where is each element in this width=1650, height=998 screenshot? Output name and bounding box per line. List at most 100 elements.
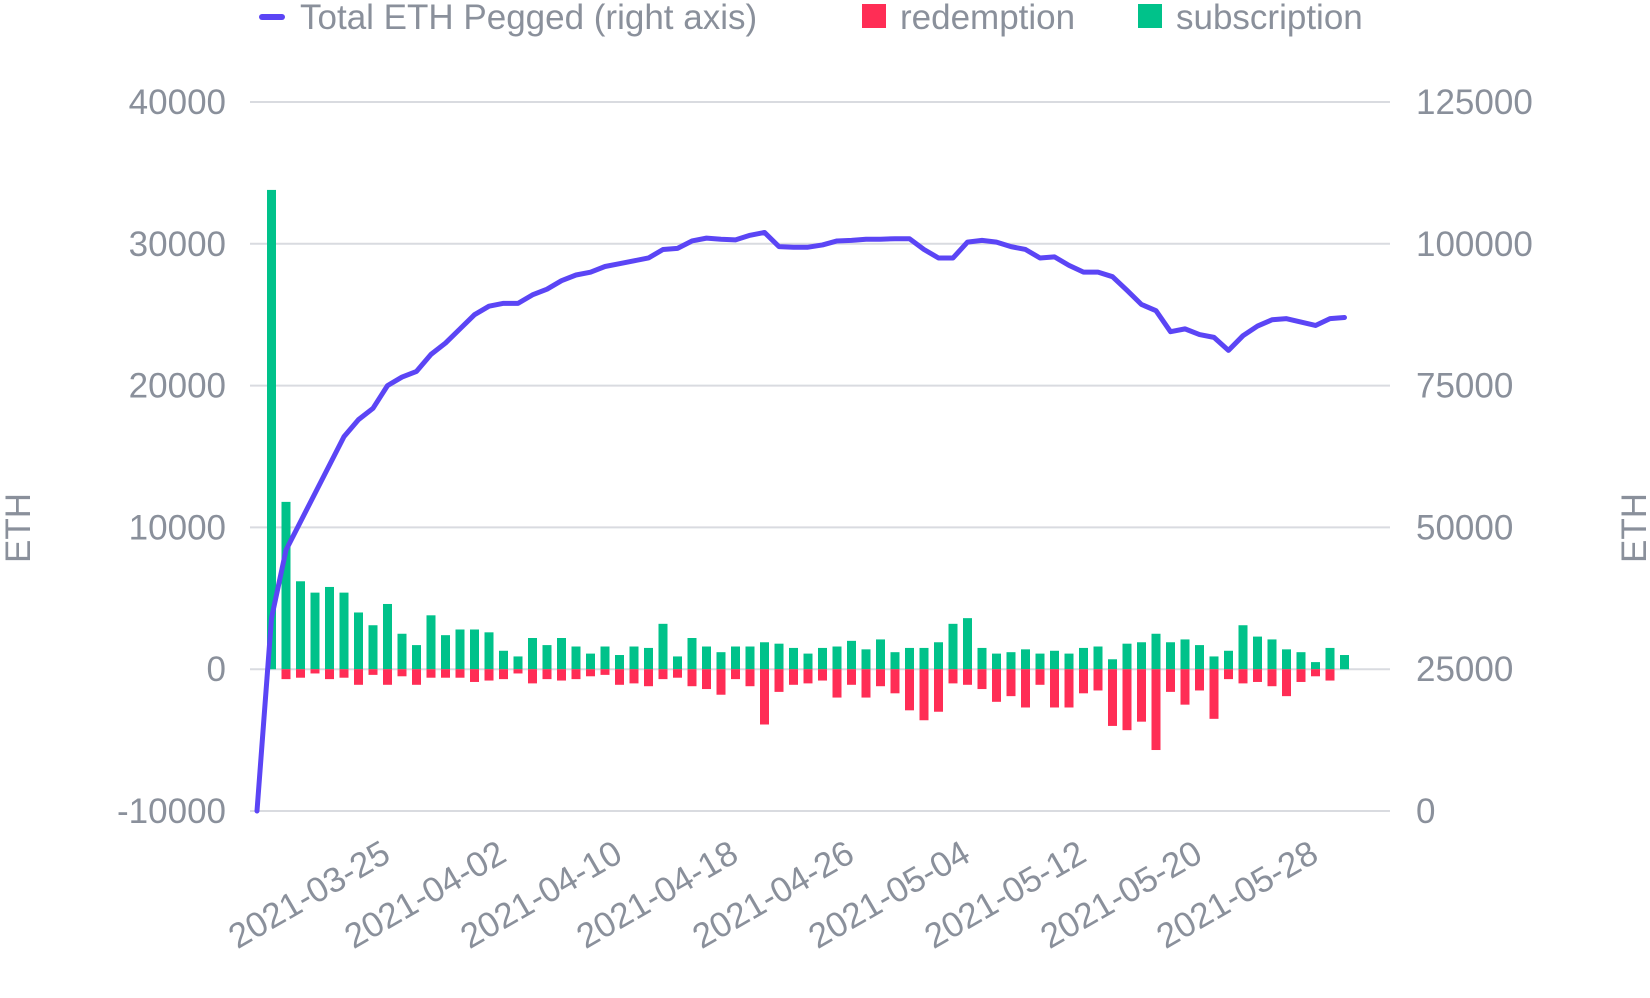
- subscription-bar: [1325, 647, 1335, 670]
- redemption-bar: [1282, 669, 1291, 697]
- subscription-bar: [948, 623, 958, 670]
- redemption-bar: [1006, 669, 1016, 697]
- redemption-bar: [397, 669, 407, 677]
- subscription-bar: [470, 629, 479, 670]
- subscription-bar: [644, 647, 653, 670]
- redemption-bar: [586, 669, 595, 677]
- redemption-bar: [977, 669, 987, 690]
- redemption-bar: [1209, 669, 1219, 719]
- redemption-bar: [1296, 669, 1306, 682]
- subscription-bar: [658, 623, 668, 670]
- redemption-bar: [1325, 669, 1335, 681]
- subscription-bar: [1050, 650, 1059, 670]
- right-tick-label: 25000: [1416, 650, 1513, 689]
- subscription-bar: [426, 615, 436, 670]
- left-tick-label: 0: [207, 650, 226, 689]
- redemption-bar: [383, 669, 392, 685]
- redemption-bar: [600, 669, 610, 675]
- redemption-bar: [702, 669, 711, 690]
- subscription-bar: [847, 640, 856, 670]
- redemption-bar: [557, 669, 566, 681]
- subscription-bar: [1108, 659, 1117, 670]
- subscription-bar: [1006, 652, 1016, 670]
- subscription-bar: [1340, 655, 1349, 670]
- redemption-bar: [731, 669, 740, 680]
- legend-swatch-redemption: [862, 4, 886, 28]
- subscription-bar: [832, 646, 842, 670]
- subscription-bar: [441, 635, 450, 670]
- subscription-bar: [1035, 653, 1045, 670]
- redemption-bar: [1238, 669, 1248, 684]
- subscription-bar: [296, 581, 305, 670]
- redemption-bar: [890, 669, 900, 694]
- right-tick-label: 0: [1416, 792, 1435, 831]
- redemption-bar: [499, 669, 508, 680]
- subscription-bar: [1253, 636, 1262, 670]
- subscription-bar: [325, 586, 334, 670]
- subscription-bar: [586, 653, 595, 670]
- redemption-bar: [644, 669, 653, 687]
- subscription-bar: [1311, 662, 1320, 670]
- redemption-bar: [513, 669, 523, 674]
- subscription-bar: [803, 653, 813, 670]
- redemption-bar: [803, 669, 813, 684]
- subscription-bar: [1180, 639, 1190, 670]
- subscription-bar: [528, 638, 537, 670]
- subscription-bar: [629, 646, 639, 670]
- left-axis-title: ETH: [0, 493, 38, 563]
- left-tick-label: -10000: [117, 792, 226, 831]
- legend-swatch-subscription: [1138, 4, 1162, 28]
- subscription-bar: [687, 638, 697, 670]
- subscription-bar: [818, 647, 827, 670]
- redemption-bar: [1151, 669, 1161, 751]
- left-tick-label: 30000: [129, 225, 226, 264]
- subscription-bars: [267, 189, 1349, 670]
- subscription-bar: [702, 646, 711, 670]
- redemption-bar: [687, 669, 697, 687]
- redemption-bar: [905, 669, 914, 711]
- redemption-bar: [354, 669, 363, 685]
- subscription-bar: [368, 625, 378, 670]
- redemption-bar: [1224, 669, 1233, 680]
- redemption-bar: [745, 669, 755, 687]
- subscription-bar: [615, 655, 624, 670]
- redemption-bar: [1180, 669, 1190, 705]
- legend-label-subscription: subscription: [1176, 0, 1363, 37]
- total-eth-pegged-line: [254, 229, 1347, 814]
- redemption-bar: [934, 669, 943, 712]
- redemption-bars: [281, 669, 1335, 751]
- right-axis-title: ETH: [1615, 493, 1650, 563]
- subscription-bar: [876, 639, 885, 670]
- legend-label-redemption: redemption: [900, 0, 1075, 37]
- subscription-bar: [1064, 653, 1074, 670]
- redemption-bar: [615, 669, 624, 685]
- redemption-bar: [774, 669, 784, 692]
- redemption-bar: [818, 669, 827, 681]
- redemption-bar: [1064, 669, 1074, 708]
- subscription-bar: [557, 638, 566, 670]
- redemption-bar: [455, 669, 465, 678]
- right-tick-label: 125000: [1416, 83, 1533, 122]
- redemption-bar: [571, 669, 581, 680]
- redemption-bar: [658, 669, 668, 680]
- subscription-bar: [963, 618, 972, 670]
- subscription-bar: [499, 650, 508, 670]
- redemption-bar: [948, 669, 958, 684]
- redemption-bar: [470, 669, 479, 682]
- subscription-bar: [1224, 650, 1233, 670]
- subscription-bar: [571, 646, 581, 670]
- subscription-bar: [310, 592, 320, 670]
- right-tick-label: 50000: [1416, 508, 1513, 547]
- redemption-bar: [339, 669, 349, 678]
- subscription-bar: [455, 629, 465, 670]
- redemption-bar: [542, 669, 552, 680]
- right-axis-ticks: 125000 100000 75000 50000 25000 0: [1416, 83, 1533, 831]
- redemption-bar: [963, 669, 972, 685]
- subscription-bar: [1079, 647, 1088, 670]
- subscription-bar: [267, 189, 276, 670]
- redemption-bar: [1122, 669, 1132, 731]
- total-eth-pegged-polyline: [254, 229, 1347, 814]
- legend-label-total-eth-pegged: Total ETH Pegged (right axis): [300, 0, 757, 37]
- subscription-bar: [934, 642, 943, 670]
